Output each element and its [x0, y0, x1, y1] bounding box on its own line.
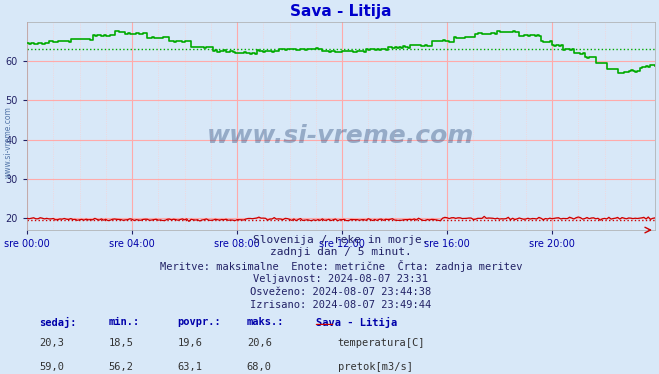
- Text: Osveženo: 2024-08-07 23:44:38: Osveženo: 2024-08-07 23:44:38: [250, 287, 432, 297]
- Text: zadnji dan / 5 minut.: zadnji dan / 5 minut.: [270, 247, 412, 257]
- Text: temperatura[C]: temperatura[C]: [338, 338, 425, 348]
- Text: Meritve: maksimalne  Enote: metrične  Črta: zadnja meritev: Meritve: maksimalne Enote: metrične Črta…: [159, 260, 522, 272]
- Text: 56,2: 56,2: [109, 362, 134, 372]
- Title: Sava - Litija: Sava - Litija: [290, 4, 391, 19]
- Text: min.:: min.:: [109, 317, 140, 327]
- Bar: [316, 347, 331, 365]
- Text: Veljavnost: 2024-08-07 23:31: Veljavnost: 2024-08-07 23:31: [254, 274, 428, 283]
- Text: maks.:: maks.:: [246, 317, 284, 327]
- Text: Slovenija / reke in morje.: Slovenija / reke in morje.: [253, 235, 429, 245]
- Text: 63,1: 63,1: [178, 362, 203, 372]
- Text: www.si-vreme.com: www.si-vreme.com: [3, 106, 13, 178]
- Text: pretok[m3/s]: pretok[m3/s]: [338, 362, 413, 372]
- Text: 59,0: 59,0: [40, 362, 65, 372]
- Text: 20,6: 20,6: [246, 338, 272, 348]
- Text: 18,5: 18,5: [109, 338, 134, 348]
- Text: Izrisano: 2024-08-07 23:49:44: Izrisano: 2024-08-07 23:49:44: [250, 300, 432, 310]
- Text: 20,3: 20,3: [40, 338, 65, 348]
- Text: povpr.:: povpr.:: [178, 317, 221, 327]
- Text: 19,6: 19,6: [178, 338, 203, 348]
- Text: sedaj:: sedaj:: [40, 317, 77, 328]
- Bar: [316, 324, 331, 341]
- Text: 68,0: 68,0: [246, 362, 272, 372]
- Text: www.si-vreme.com: www.si-vreme.com: [208, 124, 474, 148]
- Text: Sava - Litija: Sava - Litija: [316, 317, 397, 328]
